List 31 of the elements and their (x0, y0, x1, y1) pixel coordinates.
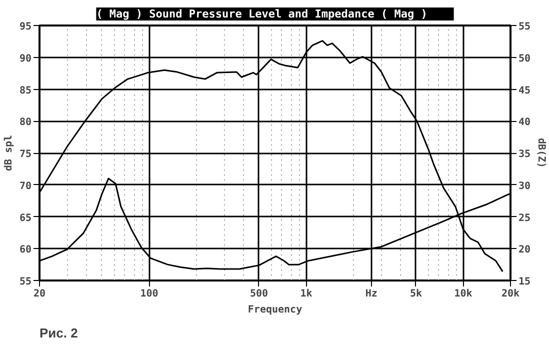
x-tick-label: 500 (250, 288, 268, 300)
chart-title: ( Mag ) Sound Pressure Level and Impedance ( Mag ) (96, 8, 428, 20)
y2-tick-label: 55 (518, 22, 531, 32)
y-tick-label: 90 (19, 53, 32, 64)
y2-tick-label: 45 (518, 85, 531, 96)
y-axis-title: dB spl (3, 134, 14, 172)
x-tick-label: 10k (454, 288, 472, 300)
x-tick-label: 20k (501, 288, 520, 300)
y-tick-label: 55 (19, 276, 32, 288)
y-tick-label: 80 (19, 117, 32, 128)
y-tick-label: 75 (19, 149, 32, 160)
y2-tick-label: 35 (518, 149, 531, 160)
y-tick-label: 70 (19, 180, 32, 192)
x-tick-label: 100 (140, 288, 158, 300)
y-tick-label: 65 (19, 212, 32, 224)
y-tick-label: 95 (19, 22, 32, 32)
text: Рис. 2 (40, 326, 78, 340)
y2-tick-label: 50 (518, 53, 531, 64)
y2-tick-label: 20 (518, 244, 531, 256)
x-axis-title: Frequency (248, 304, 302, 316)
x-tick-label: 5k (410, 288, 422, 300)
y2-tick-label: 25 (518, 212, 531, 224)
y-tick-label: 60 (19, 244, 32, 256)
y2-tick-label: 30 (518, 180, 531, 192)
y2-axis-title: dB(Z) (536, 138, 547, 168)
x-tick-label: Hz (365, 288, 378, 300)
y2-tick-label: 15 (518, 276, 531, 288)
x-tick-label: 1k (300, 288, 312, 300)
x-tick-label: 20 (33, 288, 46, 300)
y2-tick-label: 40 (518, 117, 531, 128)
y-tick-label: 85 (19, 85, 32, 96)
